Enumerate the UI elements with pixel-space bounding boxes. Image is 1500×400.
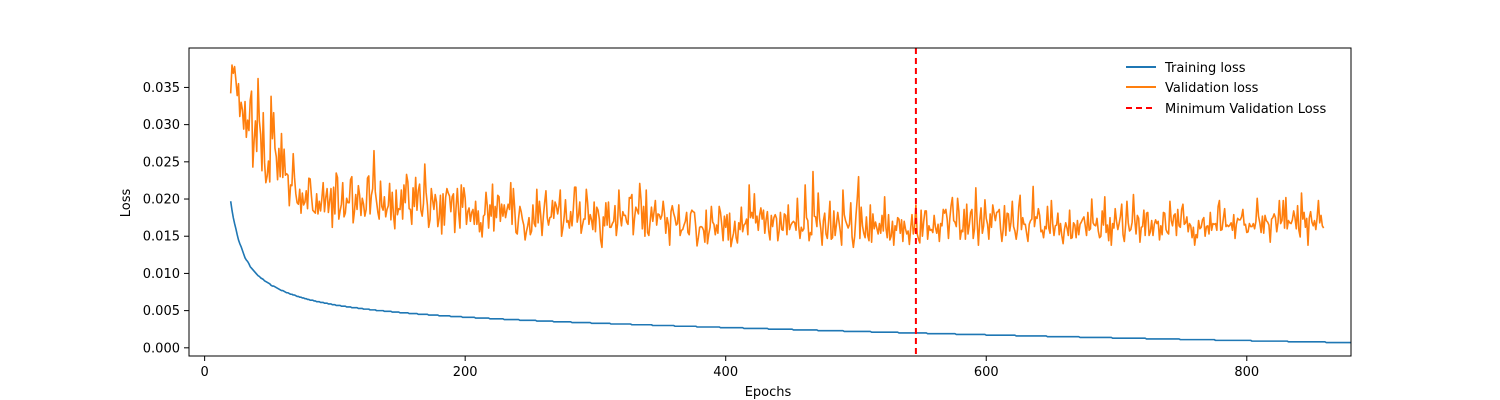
x-tick-label: 800: [1234, 365, 1259, 380]
legend: Training loss Validation loss Minimum Va…: [1126, 61, 1326, 117]
x-tick-label: 200: [453, 365, 478, 380]
x-tick-label: 400: [713, 365, 738, 380]
plot-area: [229, 48, 1351, 356]
legend-label-minimum-validation-loss: Minimum Validation Loss: [1165, 102, 1326, 117]
x-tick-label: 0: [200, 365, 208, 380]
y-tick-label: 0.000: [143, 341, 180, 356]
y-tick-label: 0.005: [143, 304, 180, 319]
x-axis-title: Epochs: [745, 385, 792, 400]
y-tick-label: 0.010: [143, 267, 180, 282]
y-tick-label: 0.025: [143, 155, 180, 170]
series-validation-loss-line: [229, 64, 1325, 249]
y-tick-label: 0.030: [143, 118, 180, 133]
y-tick-label: 0.015: [143, 230, 180, 245]
x-tick-label: 600: [974, 365, 999, 380]
plot-frame: [188, 47, 1352, 357]
y-axis-title: Loss: [119, 189, 134, 218]
legend-label-training-loss: Training loss: [1164, 61, 1246, 76]
y-tick-label: 0.020: [143, 193, 180, 208]
series-training-loss-line: [229, 201, 1351, 344]
axes: 0 200 400 600 800 0.000 0.005 0.010 0.015 0.020 0.…: [143, 47, 1352, 380]
y-tick-label: 0.035: [143, 81, 180, 96]
legend-label-validation-loss: Validation loss: [1165, 81, 1259, 96]
